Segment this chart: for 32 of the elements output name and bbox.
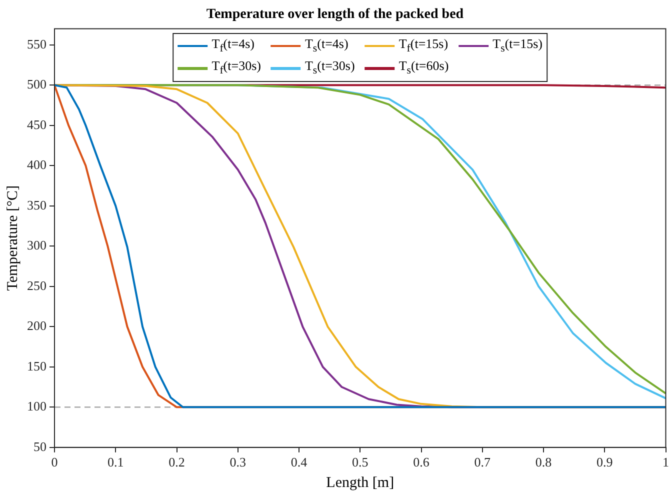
y-tick-label: 300 bbox=[27, 238, 46, 253]
y-tick-label: 50 bbox=[34, 438, 46, 454]
x-axis-title: Length [m] bbox=[326, 474, 394, 491]
y-tick-label: 350 bbox=[27, 197, 46, 212]
legend-label: T$_{s}$(t=4s) bbox=[304, 34, 348, 56]
y-tick-label: 550 bbox=[27, 36, 46, 52]
y-axis-title: Temperature [°C] bbox=[4, 185, 21, 291]
y-tick-label: 150 bbox=[27, 358, 46, 374]
y-tick-label: 450 bbox=[27, 116, 46, 132]
y-tick-label: 250 bbox=[27, 278, 46, 293]
x-tick-label: 0.4 bbox=[290, 454, 308, 470]
legend-label: T$_{f}$(t=15s) bbox=[398, 34, 448, 56]
x-tick-label: 0.3 bbox=[230, 454, 246, 470]
legend-label: T$_{f}$(t=4s) bbox=[212, 34, 254, 56]
x-tick-label: 0.8 bbox=[535, 454, 552, 470]
x-tick-label: 0.7 bbox=[474, 454, 491, 470]
chart-title: Temperature over length of the packed bed bbox=[206, 7, 464, 22]
y-tick-label: 400 bbox=[27, 157, 46, 172]
x-tick-label: 0.2 bbox=[168, 454, 185, 470]
x-tick-label: 0 bbox=[51, 454, 58, 470]
legend-label: T$_{s}$(t=15s) bbox=[492, 34, 543, 56]
x-tick-label: 1 bbox=[662, 454, 669, 470]
legend-label: T$_{f}$(t=30s) bbox=[212, 57, 261, 79]
x-tick-label: 0.1 bbox=[108, 454, 124, 470]
x-tick-label: 0.5 bbox=[352, 454, 368, 470]
y-tick-label: 500 bbox=[27, 76, 46, 92]
x-tick-label: 0.6 bbox=[413, 454, 430, 470]
x-tick-label: 0.9 bbox=[596, 454, 613, 470]
legend-label: T$_{s}$(t=60s) bbox=[398, 57, 449, 79]
y-tick-label: 200 bbox=[27, 318, 46, 334]
y-tick-label: 100 bbox=[27, 398, 46, 414]
legend-label: T$_{s}$(t=30s) bbox=[304, 57, 355, 79]
